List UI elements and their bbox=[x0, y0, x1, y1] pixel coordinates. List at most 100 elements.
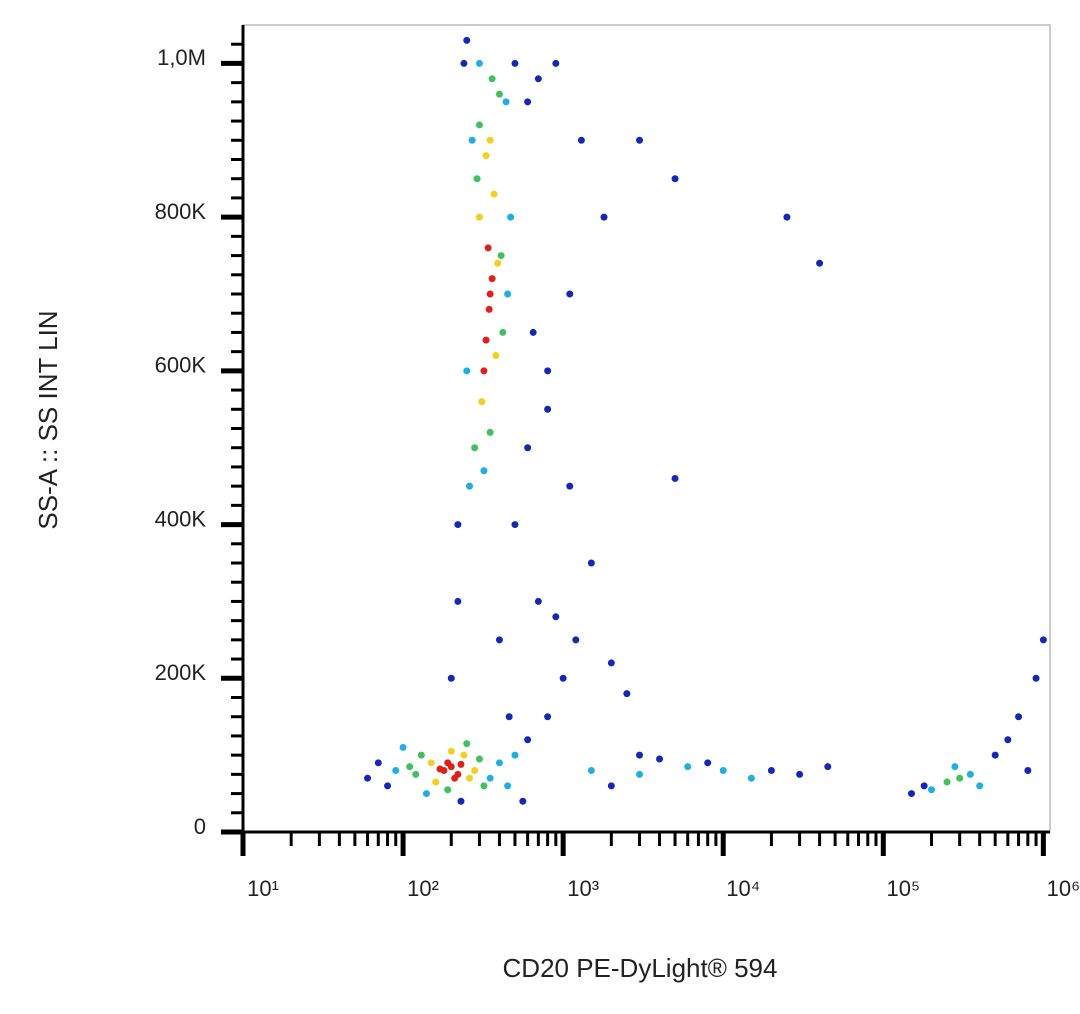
y-tick-label: 1,0M bbox=[157, 45, 206, 70]
point bbox=[494, 259, 502, 267]
point bbox=[544, 405, 552, 413]
point bbox=[534, 597, 542, 605]
point bbox=[475, 755, 483, 763]
point bbox=[943, 778, 951, 786]
point bbox=[468, 136, 476, 144]
point bbox=[475, 213, 483, 221]
point bbox=[511, 521, 519, 529]
point bbox=[480, 467, 488, 475]
point bbox=[1004, 736, 1012, 744]
point bbox=[436, 765, 444, 773]
point bbox=[504, 290, 512, 298]
point bbox=[529, 328, 537, 336]
point bbox=[417, 751, 425, 759]
point bbox=[457, 797, 465, 805]
plot-frame bbox=[242, 24, 1051, 833]
point bbox=[444, 786, 452, 794]
point bbox=[454, 521, 462, 529]
x-tick-label: 10⁶ bbox=[1047, 876, 1080, 901]
point bbox=[1015, 713, 1023, 721]
point bbox=[824, 763, 832, 771]
point bbox=[466, 774, 474, 782]
y-tick-label: 800K bbox=[155, 199, 207, 224]
point bbox=[524, 98, 532, 106]
point bbox=[951, 763, 959, 771]
point bbox=[976, 782, 984, 790]
point bbox=[623, 690, 631, 698]
point bbox=[1039, 636, 1047, 644]
y-axis-title: SS-A :: SS INT LIN bbox=[33, 310, 63, 529]
point bbox=[447, 674, 455, 682]
point bbox=[767, 767, 775, 775]
point bbox=[544, 713, 552, 721]
point bbox=[816, 259, 824, 267]
point bbox=[783, 213, 791, 221]
point bbox=[600, 213, 608, 221]
point bbox=[488, 75, 496, 83]
x-axis-title: CD20 PE-DyLight® 594 bbox=[503, 953, 778, 983]
x-tick-label: 10² bbox=[407, 876, 439, 901]
point bbox=[511, 751, 519, 759]
x-tick-label: 10¹ bbox=[247, 876, 279, 901]
point bbox=[656, 755, 664, 763]
point bbox=[486, 774, 494, 782]
point bbox=[486, 428, 494, 436]
point bbox=[497, 252, 505, 260]
point bbox=[473, 175, 481, 183]
point bbox=[460, 751, 468, 759]
point bbox=[796, 770, 804, 778]
point bbox=[747, 774, 755, 782]
point bbox=[432, 778, 440, 786]
point bbox=[572, 636, 580, 644]
point bbox=[607, 659, 615, 667]
point bbox=[484, 244, 492, 252]
point bbox=[991, 751, 999, 759]
point bbox=[966, 770, 974, 778]
point bbox=[671, 474, 679, 482]
point bbox=[927, 786, 935, 794]
point bbox=[480, 367, 488, 375]
point bbox=[364, 774, 372, 782]
point bbox=[684, 763, 692, 771]
point bbox=[502, 98, 510, 106]
point bbox=[566, 290, 574, 298]
point bbox=[466, 482, 474, 490]
point bbox=[486, 290, 494, 298]
point bbox=[463, 740, 471, 748]
x-tick-label: 10⁵ bbox=[887, 876, 921, 901]
point bbox=[475, 121, 483, 129]
point bbox=[636, 136, 644, 144]
point bbox=[1032, 674, 1040, 682]
point bbox=[486, 136, 494, 144]
point bbox=[1024, 767, 1032, 775]
x-tick-label: 10⁴ bbox=[726, 876, 760, 901]
point bbox=[454, 597, 462, 605]
point bbox=[956, 774, 964, 782]
point bbox=[507, 213, 515, 221]
point bbox=[482, 152, 490, 160]
point bbox=[463, 367, 471, 375]
point bbox=[460, 59, 468, 67]
point bbox=[504, 782, 512, 790]
point bbox=[505, 713, 513, 721]
point bbox=[552, 613, 560, 621]
point bbox=[495, 636, 503, 644]
point bbox=[471, 767, 479, 775]
point bbox=[451, 774, 459, 782]
point bbox=[488, 275, 496, 283]
point bbox=[422, 790, 430, 798]
point bbox=[471, 444, 479, 452]
point bbox=[636, 770, 644, 778]
point bbox=[534, 75, 542, 83]
point bbox=[412, 770, 420, 778]
point bbox=[475, 59, 483, 67]
point bbox=[490, 190, 498, 198]
point bbox=[552, 59, 560, 67]
point bbox=[511, 59, 519, 67]
y-tick-label: 400K bbox=[155, 506, 207, 531]
x-tick-label: 10³ bbox=[567, 876, 599, 901]
point bbox=[559, 674, 567, 682]
point bbox=[577, 136, 585, 144]
point bbox=[384, 782, 392, 790]
